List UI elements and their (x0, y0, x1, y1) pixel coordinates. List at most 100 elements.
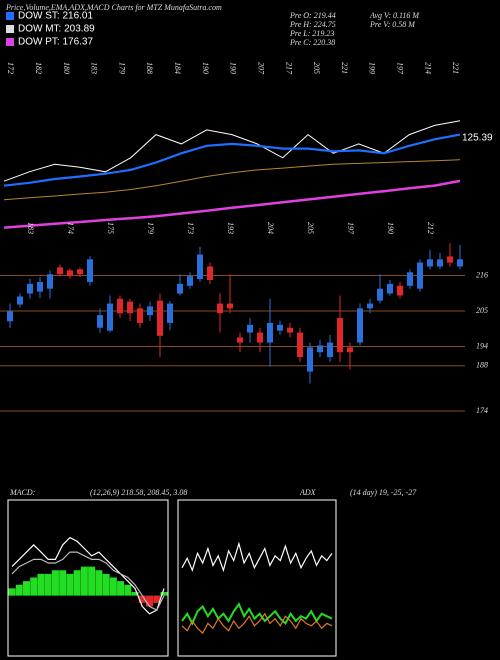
price-label: 180 (62, 62, 71, 74)
candle-body (417, 262, 423, 289)
histogram-bar (44, 573, 52, 596)
y-tick-label: 216 (476, 270, 488, 279)
price-label: 183 (90, 62, 99, 74)
histogram-bar (146, 595, 154, 607)
low-label: 193 (226, 222, 235, 234)
price-label: 205 (312, 62, 321, 74)
candle-body (87, 259, 93, 282)
candle-body (207, 266, 213, 280)
series-line (181, 541, 333, 573)
candle-body (137, 308, 143, 323)
candle-body (337, 318, 343, 353)
candle-body (447, 256, 453, 263)
y-tick-label: 205 (476, 306, 488, 315)
series-line (11, 551, 165, 611)
series-line (181, 602, 333, 626)
end-label: 125.39 (462, 133, 493, 144)
candle-body (67, 270, 73, 277)
candle-body (107, 303, 113, 331)
candle-body (257, 332, 263, 343)
page-title: Price,Volume,EMA,ADX,MACD Charts for MTZ… (5, 3, 222, 12)
candle-body (147, 306, 153, 316)
candle-body (247, 324, 253, 333)
info-text: Avg V: 0.116 M (369, 11, 420, 20)
panel-title: ADX (299, 488, 317, 497)
candle-body (307, 347, 313, 372)
candle-body (387, 283, 393, 294)
candle-body (57, 267, 63, 275)
candle-body (127, 301, 133, 314)
candle-body (267, 322, 273, 343)
histogram-bar (22, 581, 30, 596)
candle-body (227, 303, 233, 309)
series-line (11, 536, 165, 615)
histogram-bar (160, 592, 168, 596)
candle-body (377, 288, 383, 301)
candle-body (347, 347, 353, 353)
price-label: 221 (451, 62, 460, 74)
histogram-bar (153, 595, 161, 603)
candle-body (7, 311, 13, 322)
low-label: 190 (386, 222, 395, 234)
candle-body (427, 259, 433, 267)
candle-body (37, 281, 43, 292)
y-tick-label: 194 (476, 341, 488, 350)
candle-body (457, 259, 463, 267)
histogram-bar (80, 566, 88, 596)
series-line (3, 179, 461, 229)
panel-params: (14 day) 19, -25, -27 (350, 488, 417, 497)
candle-body (97, 315, 103, 328)
y-tick-label: 188 (476, 361, 488, 370)
legend-label: DOW MT: 203.89 (18, 24, 95, 35)
low-label: 204 (266, 222, 275, 234)
price-label: 182 (34, 62, 43, 74)
series-line (181, 612, 333, 635)
histogram-bar (73, 570, 81, 596)
candle-body (157, 300, 163, 336)
low-label: 174 (66, 222, 75, 234)
candle-body (17, 296, 23, 305)
candle-body (327, 342, 333, 358)
candle-body (237, 337, 243, 343)
low-label: 197 (346, 222, 355, 235)
price-label: 188 (145, 62, 154, 74)
candle-body (367, 303, 373, 309)
histogram-bar (66, 573, 74, 596)
histogram-bar (59, 570, 67, 596)
price-label: 207 (256, 62, 265, 75)
candle-body (77, 269, 83, 275)
series-line (3, 159, 461, 201)
price-label: 199 (368, 62, 377, 74)
y-tick-label: 174 (476, 406, 488, 415)
low-label: 205 (306, 222, 315, 234)
price-label: 184 (173, 62, 182, 74)
candle-body (437, 259, 443, 267)
candle-body (187, 276, 193, 286)
candle-body (217, 303, 223, 314)
low-label: 179 (146, 222, 155, 234)
histogram-bar (15, 584, 23, 596)
candle-body (357, 308, 363, 343)
low-label: 175 (106, 222, 115, 234)
price-label: 172 (6, 62, 15, 74)
candle-body (197, 254, 203, 280)
info-text: Pre C: 220.38 (289, 38, 335, 47)
legend-swatch (6, 12, 14, 20)
price-label: 214 (423, 62, 432, 74)
low-label: 212 (426, 222, 435, 234)
candle-body (287, 327, 293, 333)
candle-body (167, 303, 173, 323)
candle-body (177, 283, 183, 294)
histogram-bar (131, 592, 139, 596)
histogram-bar (8, 588, 16, 596)
histogram-bar (102, 573, 110, 596)
candle-body (47, 274, 53, 289)
info-text: Pre H: 224.75 (289, 20, 336, 29)
legend-swatch (6, 38, 14, 46)
info-text: Pre O: 219.44 (289, 11, 336, 20)
candle-body (397, 285, 403, 296)
histogram-bar (51, 570, 59, 596)
price-label: 179 (117, 62, 126, 74)
histogram-bar (95, 570, 103, 596)
